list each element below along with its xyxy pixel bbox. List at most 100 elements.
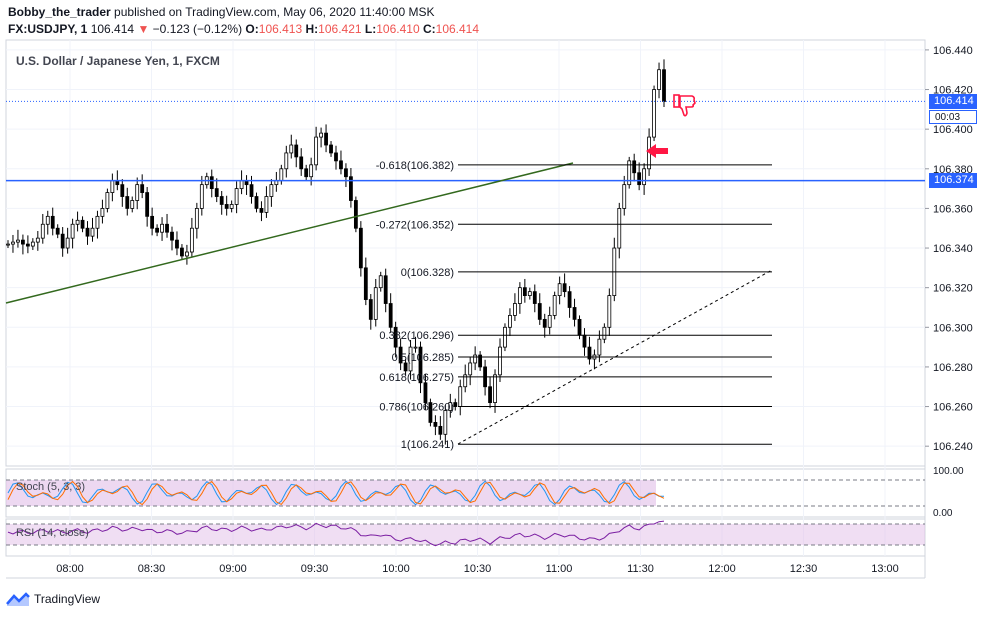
- candle-body: [110, 180, 115, 193]
- candle-body: [637, 172, 642, 186]
- candle-body: [214, 188, 219, 197]
- candle-body: [562, 283, 567, 293]
- candle-body: [383, 275, 388, 304]
- candle-body: [35, 237, 40, 243]
- stoch-label: Stoch (5, 3, 3): [16, 481, 86, 493]
- time-tick-label: 10:30: [464, 563, 492, 575]
- candle-body: [155, 227, 159, 233]
- hline-price-tag: 106.374: [929, 173, 977, 188]
- candle-body: [85, 227, 90, 237]
- thumbs-down-part: [673, 94, 680, 108]
- candle-body: [299, 156, 304, 170]
- candle-body: [125, 196, 130, 209]
- candle-body: [80, 219, 85, 229]
- price-pane-frame: [5, 39, 926, 467]
- price-tick-label: 106.440: [933, 45, 973, 57]
- fib-level-label: 0.618(106.275): [379, 372, 454, 384]
- price-change: −0.123 (−0.12%): [152, 22, 243, 36]
- candle-body: [289, 144, 294, 154]
- price-tick-label: 106.420: [933, 85, 973, 97]
- ohlc-line: FX:USDJPY, 1 106.414 ▼ −0.123 (−0.12%) O…: [8, 22, 479, 36]
- last-price-tag: 106.414: [929, 94, 977, 109]
- price-tick-label: 106.380: [933, 164, 973, 176]
- candle-body: [120, 184, 125, 197]
- time-tick-label: 09:00: [219, 563, 247, 575]
- time-tick-label: 12:00: [708, 563, 736, 575]
- author-name[interactable]: Bobby_the_trader: [8, 5, 111, 19]
- candle-body: [170, 231, 174, 241]
- candle-body: [21, 239, 25, 245]
- candle-body: [130, 200, 135, 209]
- rsi-label: RSI (14, close): [16, 527, 89, 539]
- close-label: C:: [422, 22, 436, 36]
- thumbs-down-part: [679, 95, 696, 117]
- candle-body: [11, 241, 15, 245]
- candle-body: [577, 318, 582, 336]
- candle-body: [572, 307, 577, 320]
- candle-body: [239, 180, 244, 190]
- candle-body: [508, 315, 512, 328]
- candle-body: [567, 291, 572, 308]
- candle-body: [587, 346, 592, 360]
- candle-body: [249, 184, 254, 197]
- candle-body: [264, 196, 269, 213]
- candle-body: [503, 326, 507, 348]
- price-tick-label: 106.340: [933, 243, 973, 255]
- candle-body: [602, 326, 607, 340]
- candle-body: [140, 184, 145, 193]
- chart-title: U.S. Dollar / Japanese Yen, 1, FXCM: [16, 54, 220, 68]
- fib-level-label: 0.5(106.285): [392, 352, 454, 364]
- candle-body: [448, 402, 453, 411]
- candle-body: [6, 243, 10, 246]
- publish-line: Bobby_the_trader published on TradingVie…: [8, 5, 434, 19]
- candle-body: [557, 283, 562, 297]
- candle-body: [468, 362, 473, 376]
- fib-level-label: 0.382(106.296): [379, 330, 454, 342]
- candle-body: [632, 160, 637, 174]
- time-tick-label: 08:30: [138, 563, 166, 575]
- candle-body: [219, 196, 224, 205]
- candle-body: [60, 233, 65, 249]
- candle-body: [597, 338, 602, 356]
- candle-body: [50, 215, 55, 229]
- candle-body: [652, 89, 656, 138]
- candle-body: [324, 132, 328, 146]
- candle-body: [70, 223, 75, 239]
- candle-body: [433, 422, 438, 427]
- candle-body: [532, 291, 537, 304]
- candle-body: [45, 215, 50, 225]
- candle-body: [438, 425, 443, 435]
- tradingview-logo-icon: [6, 592, 30, 606]
- stoch-level-label: 0.00: [933, 508, 953, 519]
- candle-body: [304, 168, 309, 178]
- last-price: 106.414: [90, 22, 135, 36]
- candle-body: [339, 160, 343, 170]
- candle-body: [358, 227, 363, 269]
- candle-body: [428, 402, 433, 423]
- down-triangle-icon: ▼: [137, 22, 150, 36]
- thumbs-down-icon: [673, 94, 696, 117]
- price-tick-label: 106.320: [933, 283, 973, 295]
- candle-body: [547, 315, 552, 328]
- time-tick-label: 11:30: [627, 563, 654, 575]
- time-tick-label: 08:00: [56, 563, 84, 575]
- candle-body: [368, 299, 373, 320]
- candle-body: [423, 382, 428, 403]
- candle-body: [279, 168, 284, 182]
- rsi-band: [6, 524, 925, 545]
- candle-body: [234, 188, 239, 205]
- candle-body: [175, 239, 179, 249]
- time-tick-label: 12:30: [790, 563, 818, 575]
- candle-body: [329, 144, 333, 154]
- open-label: O:: [245, 22, 259, 36]
- candle-body: [657, 69, 661, 90]
- stoch-k-line: [7, 480, 665, 506]
- publish-text: published on TradingView.com, May 06, 20…: [114, 5, 435, 19]
- candle-body: [160, 223, 164, 233]
- candle-body: [537, 303, 542, 320]
- footer-brand[interactable]: TradingView: [6, 592, 100, 606]
- trendline: [5, 162, 574, 304]
- candle-body: [478, 354, 483, 368]
- candle-body: [622, 184, 627, 209]
